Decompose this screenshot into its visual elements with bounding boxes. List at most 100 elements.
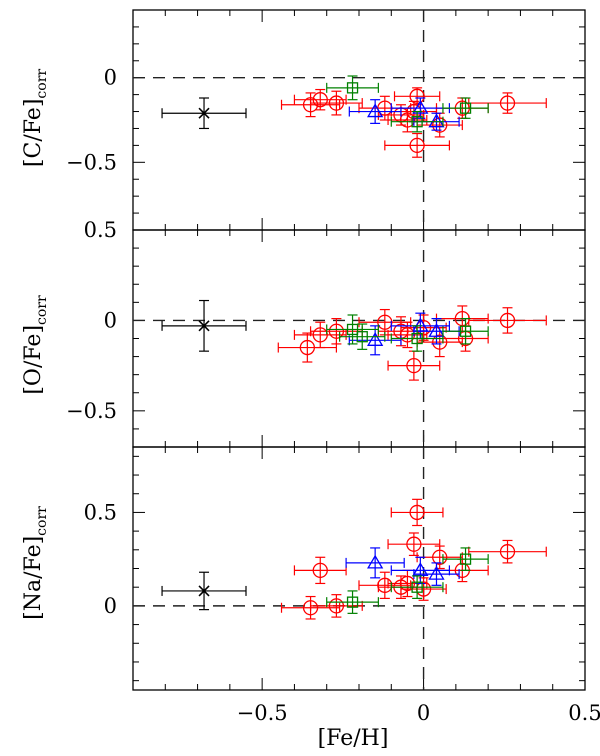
- circle-point: [416, 327, 463, 358]
- ylabel-middle-sub: corr: [34, 295, 50, 325]
- x-tick-label: 0.5: [568, 701, 600, 725]
- square-marker: [411, 581, 423, 593]
- circle-point: [309, 318, 363, 345]
- circle-point: [387, 569, 428, 598]
- ylabel-top-sub: corr: [34, 69, 50, 99]
- square-point: [326, 314, 379, 345]
- y-tick-label: 0.5: [84, 218, 117, 242]
- circle-point: [390, 498, 444, 527]
- circle-marker: [432, 117, 448, 133]
- circle-marker: [499, 95, 516, 111]
- triangle-marker: [428, 113, 445, 128]
- y-tick-label: 0: [104, 66, 117, 90]
- triangle-point: [348, 99, 402, 124]
- circle-point: [293, 88, 347, 111]
- mean-marker: [198, 107, 210, 119]
- square-marker: [459, 325, 472, 337]
- square-marker: [346, 323, 359, 336]
- triangle-point: [345, 547, 405, 579]
- circle-point: [293, 556, 347, 585]
- circle-point: [387, 532, 441, 557]
- ylabel-bottom-main: [Na/Fe]: [21, 536, 46, 620]
- circle-point: [468, 307, 547, 334]
- square-point: [390, 110, 444, 133]
- square-point: [442, 97, 489, 119]
- square-point: [390, 325, 444, 352]
- circle-marker: [499, 544, 516, 560]
- y-tick-label: 0.5: [84, 500, 117, 524]
- square-marker: [459, 102, 472, 114]
- triangle-marker: [367, 103, 384, 118]
- mean-point: [161, 571, 247, 611]
- panel-frame: [132, 9, 586, 231]
- square-marker: [346, 82, 359, 94]
- xlabel: [Fe/H]: [318, 726, 389, 751]
- ylabel-bottom-sub: corr: [34, 506, 50, 536]
- square-marker: [411, 332, 423, 345]
- square-marker: [346, 596, 359, 608]
- triangle-marker: [367, 332, 384, 346]
- triangle-point: [390, 97, 450, 119]
- circle-point: [387, 350, 441, 381]
- circle-marker: [328, 323, 345, 339]
- panel-frame: [132, 229, 586, 448]
- square-marker: [411, 116, 423, 128]
- circle-marker: [302, 600, 319, 616]
- square-point: [339, 323, 386, 350]
- mean-marker: [198, 320, 210, 332]
- square-point: [390, 575, 444, 600]
- x-tick-label: −0.5: [237, 701, 288, 725]
- square-marker: [356, 331, 368, 343]
- triangle-marker: [428, 565, 445, 580]
- ylabel-middle: [O/Fe]corr: [21, 295, 50, 395]
- ylabel-middle-main: [O/Fe]: [21, 325, 46, 395]
- square-point: [326, 590, 379, 614]
- circle-marker: [399, 575, 416, 592]
- triangle-marker: [367, 554, 384, 569]
- triangle-point: [390, 312, 450, 340]
- y-tick-label: 0: [104, 308, 117, 332]
- panel-top: 0 −0.5: [66, 9, 586, 231]
- circle-marker: [409, 88, 425, 104]
- circle-marker: [409, 504, 425, 521]
- circle-marker: [432, 549, 448, 565]
- triangle-marker: [412, 99, 429, 114]
- circle-marker: [312, 562, 328, 579]
- circle-point: [384, 132, 450, 158]
- mean-point: [161, 97, 247, 130]
- circle-marker: [406, 357, 422, 374]
- circle-point: [293, 321, 347, 349]
- circle-point: [309, 90, 363, 116]
- ylabel-bottom: [Na/Fe]corr: [21, 506, 50, 620]
- circle-marker: [312, 92, 328, 108]
- panel-frame: [132, 446, 586, 691]
- circle-point: [277, 332, 337, 363]
- square-point: [326, 75, 379, 101]
- triangle-point: [413, 562, 460, 586]
- y-tick-label: −0.5: [66, 150, 117, 174]
- circle-marker: [328, 598, 345, 614]
- ylabel-top-main: [C/Fe]: [21, 99, 46, 168]
- y-tick-label: 0: [104, 594, 117, 618]
- mean-marker: [198, 585, 210, 597]
- panel-middle: 0.5 0 −0.5: [66, 218, 586, 448]
- circle-marker: [328, 95, 345, 111]
- x-tick-label: 0: [417, 701, 430, 725]
- ylabel-top: [C/Fe]corr: [21, 69, 50, 167]
- square-point: [442, 547, 489, 571]
- square-point: [442, 318, 489, 345]
- circle-marker: [312, 327, 328, 343]
- triangle-marker: [428, 322, 445, 337]
- circle-marker: [499, 312, 516, 329]
- circle-marker: [299, 339, 315, 356]
- panel-bottom: 0.5 0 −0.5 0 0.5: [84, 446, 600, 725]
- y-tick-label: −0.5: [66, 399, 117, 423]
- triangle-marker: [412, 562, 429, 577]
- circle-marker: [432, 334, 448, 350]
- circle-point: [309, 594, 363, 618]
- circle-point: [393, 87, 441, 106]
- circle-marker: [406, 536, 422, 552]
- circle-point: [468, 92, 547, 114]
- mean-point: [161, 299, 247, 352]
